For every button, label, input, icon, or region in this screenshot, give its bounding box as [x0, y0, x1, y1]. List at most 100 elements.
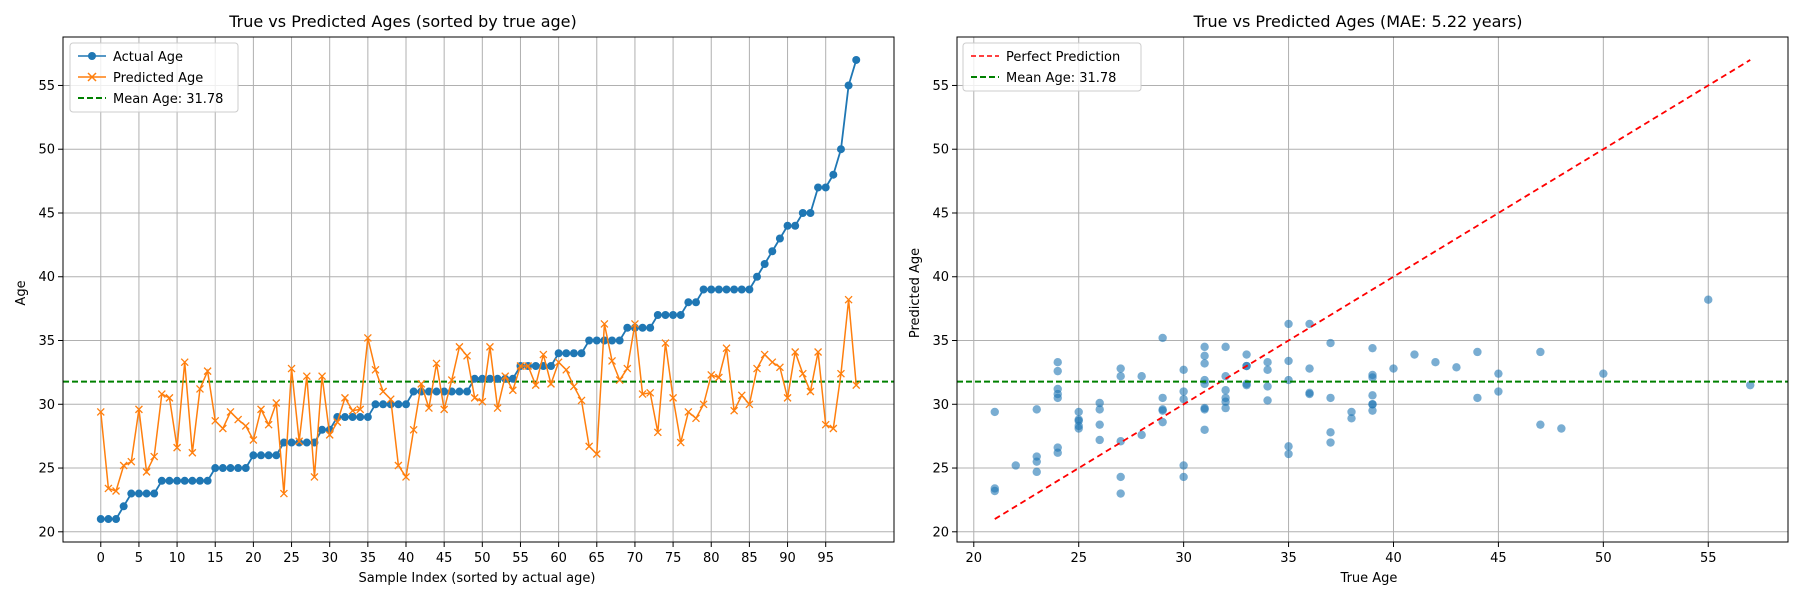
legend-perfect-label: Perfect Prediction [1006, 50, 1120, 65]
predicted-age-point [630, 319, 639, 328]
predicted-age-point [348, 406, 357, 415]
scatter-point [1011, 461, 1020, 470]
predicted-age-point [562, 365, 571, 374]
actual-age-point [554, 349, 563, 358]
x-tick-label: 30 [321, 551, 338, 566]
actual-age-point [463, 387, 472, 396]
scatter-point [1389, 364, 1398, 373]
scatter-point [1368, 400, 1377, 409]
predicted-age-point [615, 376, 624, 385]
predicted-age-point [638, 390, 647, 399]
x-tick-label: 60 [550, 551, 567, 566]
predicted-age-point [302, 372, 311, 381]
actual-age-point [180, 476, 189, 485]
predicted-age-point [173, 443, 182, 452]
scatter-point [1032, 452, 1041, 461]
predicted-age-point [409, 425, 418, 434]
scatter-point [1326, 338, 1335, 348]
actual-age-point [592, 336, 601, 345]
actual-age-point [348, 413, 357, 422]
actual-age-point [279, 438, 288, 447]
actual-age-point [608, 336, 617, 345]
x-tick-label: 15 [207, 551, 224, 566]
actual-age-point [775, 234, 784, 243]
actual-age-point [295, 438, 304, 447]
x-tick-label: 50 [474, 551, 491, 566]
actual-age-point [470, 374, 479, 383]
scatter-point [1221, 386, 1230, 395]
scatter-point [1263, 365, 1272, 375]
actual-age-point [699, 285, 708, 294]
predicted-age-point [669, 393, 678, 402]
plot-frame [956, 36, 1789, 543]
predicted-age-point [447, 376, 456, 385]
actual-age-point [127, 489, 136, 498]
actual-age-point [615, 336, 624, 345]
actual-age-point [722, 285, 731, 294]
actual-age-point [661, 311, 670, 320]
actual-age-point [753, 272, 762, 281]
y-tick-label: 35 [38, 334, 55, 349]
predicted-age-point [257, 405, 265, 414]
actual-age-point [340, 413, 349, 422]
legend-actual-marker [88, 52, 96, 60]
predicted-age-point [554, 358, 563, 367]
scatter-point [990, 486, 999, 496]
predicted-age-point [112, 487, 120, 495]
scatter-point [1368, 391, 1377, 400]
predicted-age-point [363, 334, 372, 342]
scatter-point [1074, 421, 1083, 431]
predicted-age-point [196, 385, 204, 393]
actual-age-point [379, 400, 388, 409]
scatter-point [1746, 380, 1755, 390]
actual-age-point [623, 323, 632, 332]
x-tick-label: 10 [169, 551, 186, 566]
actual-age-point [798, 208, 807, 217]
predicted-age-point [585, 442, 594, 451]
y-tick-label: 30 [38, 398, 55, 413]
scatter-point [1263, 357, 1272, 367]
predicted-age-point [455, 342, 464, 351]
actual-age-point [272, 451, 281, 460]
x-tick-label: 55 [512, 551, 529, 566]
scatter-point [1200, 375, 1209, 385]
actual-age-point [821, 183, 830, 192]
scatter-point [1221, 397, 1230, 406]
actual-age-point [707, 285, 716, 294]
scatter-point [1116, 472, 1125, 482]
scatter-point [1116, 372, 1125, 381]
x-tick-label: 40 [1385, 551, 1402, 566]
predicted-age-point [821, 420, 830, 429]
x-tick-label: 95 [817, 551, 834, 566]
x-tick-label: 55 [1700, 551, 1717, 566]
predicted-age-point [745, 400, 754, 409]
actual-age-point [264, 451, 273, 460]
y-tick-label: 50 [38, 143, 55, 158]
actual-age-point [287, 438, 296, 447]
scatter-point [1536, 420, 1545, 429]
predicted-age-point [753, 364, 761, 373]
x-tick-label: 85 [741, 551, 758, 566]
scatter-point [1347, 414, 1356, 423]
scatter-point [1137, 372, 1146, 381]
predicted-age-point [577, 396, 586, 405]
scatter-point [1053, 384, 1062, 394]
chart-sorted-ages: True vs Predicted Ages (sorted by true a… [14, 12, 895, 586]
scatter-point [1347, 407, 1356, 417]
actual-age-point [173, 476, 182, 485]
actual-age-point [371, 400, 380, 409]
predicted-age-point [768, 358, 777, 367]
scatter-point [1368, 373, 1377, 382]
predicted-age-point [478, 397, 487, 406]
predicted-age-point [104, 484, 113, 493]
predicted-age-point [539, 350, 548, 359]
predicted-age-point [470, 393, 479, 402]
scatter-point [1305, 364, 1314, 373]
actual-age-point [806, 208, 815, 217]
predicted-age-point [371, 365, 380, 374]
legend: Actual Age Predicted Age Mean Age: 31.78 [69, 42, 239, 113]
actual-age-point [150, 489, 159, 498]
actual-age-point [104, 515, 113, 524]
scatter-point [1200, 351, 1209, 361]
predicted-age-point [295, 437, 304, 446]
